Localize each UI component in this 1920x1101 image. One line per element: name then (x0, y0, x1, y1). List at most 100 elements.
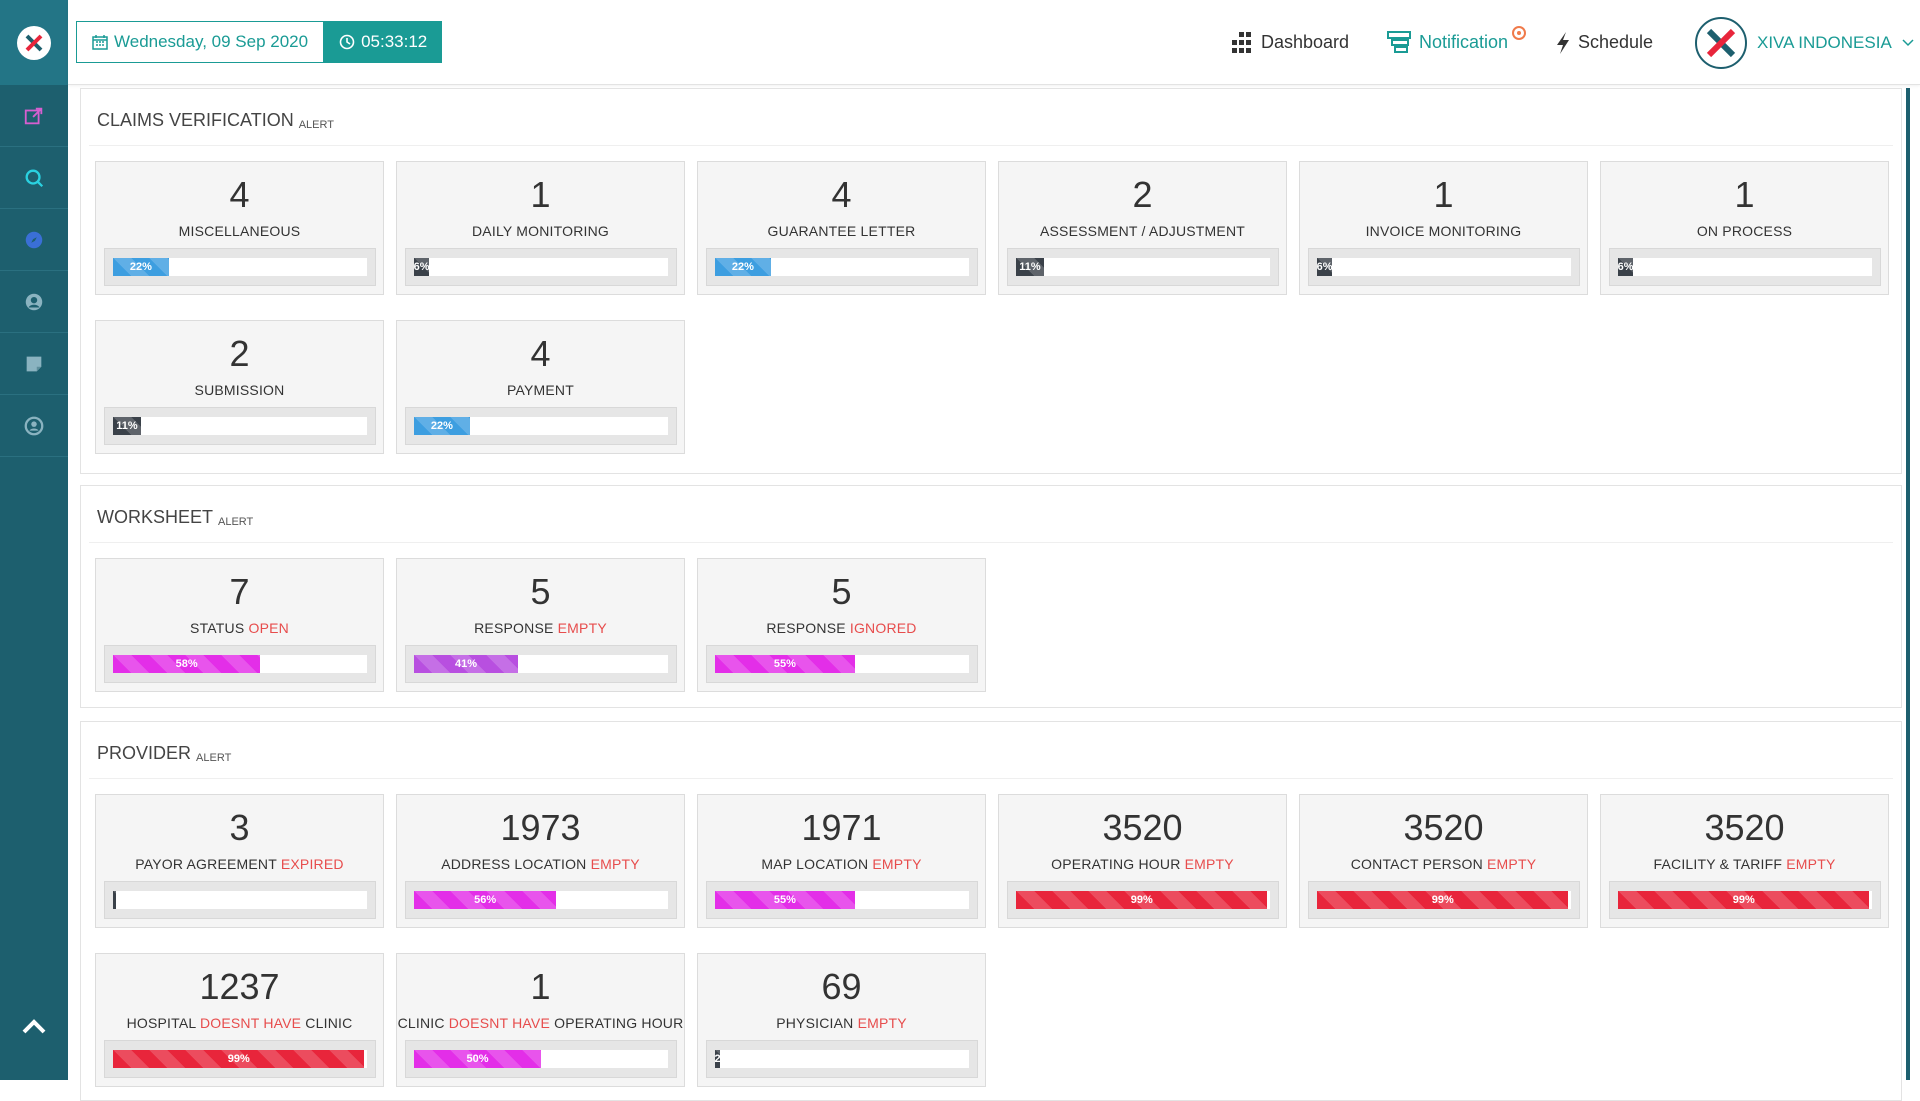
menu-notification[interactable]: Notification (1387, 0, 1508, 85)
stat-label: OPERATING HOUR EMPTY (999, 856, 1286, 872)
sidebar-item-account[interactable] (0, 395, 68, 457)
stat-label: DAILY MONITORING (397, 223, 684, 239)
stat-card[interactable]: 5 RESPONSE IGNORED 55% (697, 558, 986, 692)
stat-alert-text: EMPTY (590, 856, 640, 872)
stat-card[interactable]: 3520 FACILITY & TARIFF EMPTY 99% (1600, 794, 1889, 928)
stat-label: STATUS OPEN (96, 620, 383, 636)
progress-track: 55% (706, 645, 978, 683)
top-header: Wednesday, 09 Sep 2020 05:33:12 Dashboar… (68, 0, 1920, 85)
time-text: 05:33:12 (361, 32, 428, 51)
progress-bar: 22% (715, 258, 969, 276)
stat-label: INVOICE MONITORING (1300, 223, 1587, 239)
stat-label-text: HOSPITAL (126, 1015, 200, 1031)
stat-card[interactable]: 4 GUARANTEE LETTER 22% (697, 161, 986, 295)
notification-list-icon (1387, 30, 1411, 53)
progress-fill: 22% (414, 417, 470, 435)
progress-track: 56% (405, 881, 677, 919)
stat-label: PAYMENT (397, 382, 684, 398)
stat-label: ADDRESS LOCATION EMPTY (397, 856, 684, 872)
stat-card[interactable]: 1973 ADDRESS LOCATION EMPTY 56% (396, 794, 685, 928)
menu-dashboard[interactable]: Dashboard (1231, 0, 1349, 85)
stat-card[interactable]: 1971 MAP LOCATION EMPTY 55% (697, 794, 986, 928)
progress-fill: 11% (1016, 258, 1044, 276)
stat-card[interactable]: 4 PAYMENT 22% (396, 320, 685, 454)
stat-card[interactable]: 1237 HOSPITAL DOESNT HAVE CLINIC 99% (95, 953, 384, 1087)
stat-count: 2 (229, 333, 250, 374)
stat-count: 1237 (199, 966, 280, 1007)
stat-alert-text: EMPTY (872, 856, 922, 872)
stat-card[interactable]: 2 ASSESSMENT / ADJUSTMENT 11% (998, 161, 1287, 295)
stat-card[interactable]: 1 INVOICE MONITORING 6% (1299, 161, 1588, 295)
stat-card[interactable]: 69 PHYSICIAN EMPTY 2 (697, 953, 986, 1087)
stat-alert-text: DOESNT HAVE (448, 1015, 551, 1031)
stat-count: 3 (229, 807, 250, 848)
progress-fill: 6% (414, 258, 430, 276)
stat-card[interactable]: 5 RESPONSE EMPTY 41% (396, 558, 685, 692)
menu-schedule[interactable]: Schedule (1554, 0, 1653, 85)
panel-title: PROVIDER ALERT (89, 722, 1893, 779)
progress-fill: 6% (1618, 258, 1634, 276)
menu-schedule-label: Schedule (1578, 32, 1654, 52)
progress-fill: 56% (414, 891, 557, 909)
stat-card[interactable]: 2 SUBMISSION 11% (95, 320, 384, 454)
stat-alert-text: EMPTY (1487, 856, 1537, 872)
sidebar-item-user[interactable] (0, 271, 68, 333)
stat-label-text: ASSESSMENT / ADJUSTMENT (1039, 223, 1246, 239)
stat-label: SUBMISSION (96, 382, 383, 398)
stat-count: 2 (1132, 174, 1153, 215)
vertical-scrollbar[interactable] (1906, 88, 1910, 1080)
sidebar-item-compass[interactable] (0, 209, 68, 271)
main-content: CLAIMS VERIFICATION ALERT 4 MISCELLANEOUS… (80, 88, 1902, 1101)
progress-fill: 58% (113, 655, 261, 673)
x-logo-icon (1706, 28, 1736, 57)
time-display: 05:33:12 (324, 21, 443, 63)
stat-card[interactable]: 7 STATUS OPEN 58% (95, 558, 384, 692)
stat-count: 1 (1433, 174, 1454, 215)
progress-track: 22% (104, 248, 376, 286)
sidebar-item-search[interactable] (0, 147, 68, 209)
stat-label-text: FACILITY & TARIFF (1653, 856, 1787, 872)
stat-count: 1971 (801, 807, 882, 848)
progress-fill: 99% (1317, 891, 1569, 909)
stat-label-text: INVOICE MONITORING (1365, 223, 1522, 239)
stat-alert-text: EMPTY (857, 1015, 907, 1031)
progress-track: 2 (706, 1040, 978, 1078)
account-icon (24, 416, 44, 435)
sidebar-item-notes[interactable] (0, 333, 68, 395)
stat-label-text: DAILY MONITORING (472, 223, 609, 239)
stat-card[interactable]: 3520 CONTACT PERSON EMPTY 99% (1299, 794, 1588, 928)
progress-track: 99% (1007, 881, 1279, 919)
stat-alert-text: OPEN (248, 620, 289, 636)
stat-card[interactable]: 4 MISCELLANEOUS 22% (95, 161, 384, 295)
worksheet-panel: WORKSHEET ALERT 7 STATUS OPEN 58% 5 RESPONSE… (80, 485, 1902, 708)
scroll-top-button[interactable] (0, 1006, 68, 1046)
sidebar-item-external[interactable] (0, 85, 68, 147)
compass-icon (25, 231, 43, 248)
sidebar (0, 0, 68, 1080)
stat-count: 69 (821, 966, 862, 1007)
stat-label: RESPONSE IGNORED (698, 620, 985, 636)
company-menu[interactable]: XIVA INDONESIA (1695, 0, 1914, 85)
stat-card[interactable]: 1 CLINIC DOESNT HAVE OPERATING HOUR 50% (396, 953, 685, 1087)
stat-label: MAP LOCATION EMPTY (698, 856, 985, 872)
progress-fill: 55% (715, 891, 855, 909)
date-display: Wednesday, 09 Sep 2020 (76, 21, 325, 63)
progress-track: 6% (1308, 248, 1580, 286)
progress-track: 99% (1308, 881, 1580, 919)
app-logo[interactable] (0, 0, 68, 85)
stat-label: ASSESSMENT / ADJUSTMENT (999, 223, 1286, 239)
progress-bar: 99% (1016, 891, 1270, 909)
progress-fill: 6% (1317, 258, 1333, 276)
stat-count: 1 (1734, 174, 1755, 215)
stat-card[interactable]: 3520 OPERATING HOUR EMPTY 99% (998, 794, 1287, 928)
progress-fill: 50% (414, 1050, 541, 1068)
stat-card[interactable]: 1 DAILY MONITORING 6% (396, 161, 685, 295)
progress-bar: 6% (1618, 258, 1872, 276)
stat-card[interactable]: 1 ON PROCESS 6% (1600, 161, 1889, 295)
stat-alert-text: DOESNT HAVE (199, 1015, 302, 1031)
progress-bar: 99% (1317, 891, 1571, 909)
x-logo-icon (17, 25, 51, 60)
company-avatar (1695, 16, 1747, 69)
provider-title: PROVIDER (97, 743, 192, 763)
stat-card[interactable]: 3 PAYOR AGREEMENT EXPIRED (95, 794, 384, 928)
